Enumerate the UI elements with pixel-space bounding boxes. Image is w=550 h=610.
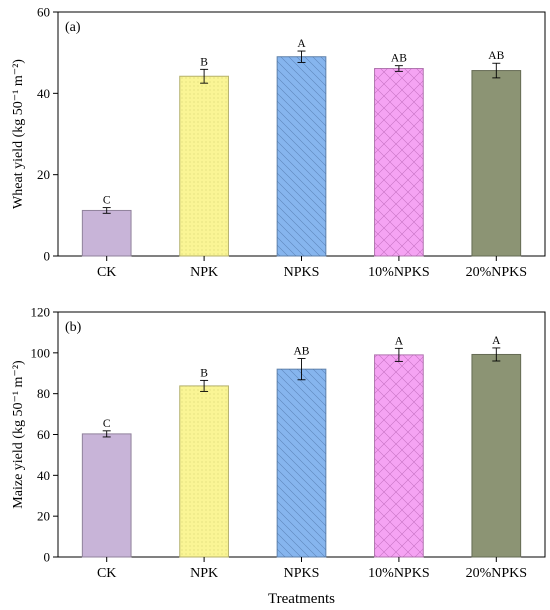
- significance-label: C: [103, 195, 111, 207]
- bar: [81, 433, 132, 558]
- panel-label: (a): [65, 20, 81, 35]
- bar: [81, 209, 132, 257]
- panel-a-wheat: 0 20 40 60 C CK B NPK A NPKS AB 10%NPKS AB 20%NPKS (a)…: [11, 5, 546, 280]
- y-tick-label: 60: [37, 427, 50, 442]
- bar-pattern: [277, 56, 326, 256]
- significance-label: C: [103, 418, 111, 430]
- category-label: NPK: [190, 566, 218, 581]
- y-tick-label: 80: [37, 386, 50, 401]
- y-tick-label: 20: [37, 509, 50, 524]
- significance-label: B: [200, 367, 208, 379]
- y-tick-label: 20: [37, 167, 50, 182]
- bar-pattern: [277, 369, 326, 557]
- category-label: NPK: [190, 265, 218, 280]
- significance-label: AB: [391, 53, 407, 65]
- y-tick-label: 100: [31, 345, 51, 360]
- y-tick-label: 0: [44, 249, 51, 264]
- y-axis-title: Maize yield (kg 50⁻¹ m⁻²): [11, 360, 26, 509]
- y-tick-label: 40: [37, 86, 50, 101]
- significance-label: A: [297, 38, 306, 50]
- x-axis-title: Treatments: [268, 591, 335, 607]
- bar: [471, 353, 522, 558]
- y-tick-label: 40: [37, 468, 50, 483]
- significance-label: B: [200, 56, 208, 68]
- category-label: 10%NPKS: [368, 265, 429, 280]
- category-label: NPKS: [284, 265, 320, 280]
- category-label: 20%NPKS: [466, 265, 527, 280]
- bar-pattern: [374, 68, 424, 256]
- panel-b-maize: 0 20 40 60 80 100 120 C CK B NPK AB NPKS A 10%NPKS A 20%…: [11, 305, 546, 607]
- significance-label: AB: [294, 346, 310, 358]
- significance-label: A: [492, 335, 501, 347]
- y-axis-title: Wheat yield (kg 50⁻¹ m⁻²): [11, 59, 26, 209]
- significance-label: A: [395, 335, 404, 347]
- category-label: 20%NPKS: [466, 566, 527, 581]
- significance-label: AB: [488, 50, 504, 62]
- bar-pattern: [179, 385, 229, 557]
- category-label: CK: [97, 566, 116, 581]
- category-label: NPKS: [284, 566, 320, 581]
- bar: [471, 70, 522, 257]
- y-tick-label: 0: [44, 550, 51, 565]
- category-label: 10%NPKS: [368, 566, 429, 581]
- y-tick-label: 120: [31, 305, 51, 320]
- bar-pattern: [374, 354, 424, 557]
- panel-label: (b): [65, 320, 82, 335]
- category-label: CK: [97, 265, 116, 280]
- y-tick-label: 60: [37, 5, 50, 20]
- bar-pattern: [179, 76, 229, 257]
